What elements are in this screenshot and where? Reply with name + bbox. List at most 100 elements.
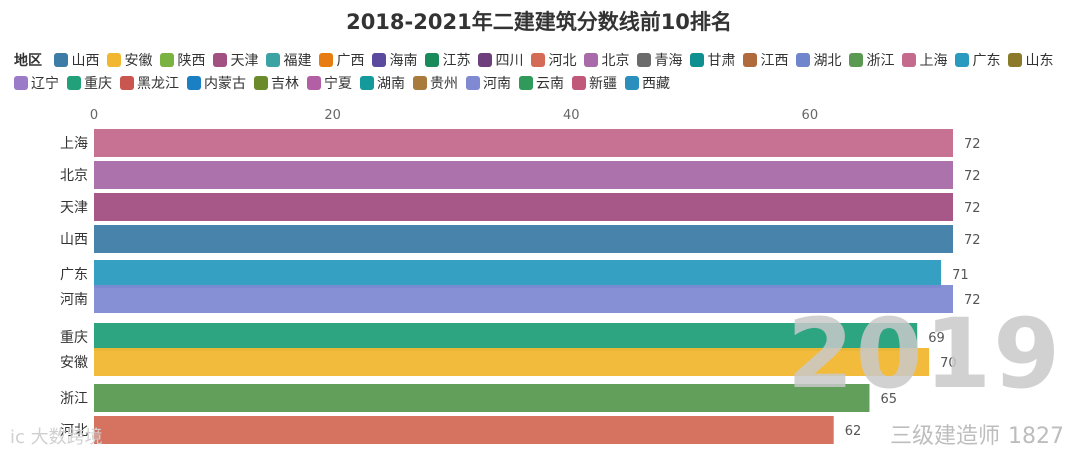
legend-item[interactable]: 黑龙江 bbox=[120, 73, 179, 96]
legend-swatch bbox=[519, 76, 533, 90]
y-category-label: 重庆 bbox=[60, 330, 88, 346]
x-tick-label: 60 bbox=[802, 108, 819, 123]
legend-label: 江西 bbox=[760, 53, 789, 69]
legend-swatch bbox=[213, 53, 228, 67]
legend-label: 上海 bbox=[919, 53, 948, 69]
legend-label: 山西 bbox=[71, 53, 100, 69]
legend-item[interactable]: 吉林 bbox=[254, 73, 299, 96]
legend-swatch bbox=[955, 53, 970, 67]
legend-label: 黑龙江 bbox=[137, 76, 179, 92]
legend-item[interactable]: 河南 bbox=[466, 73, 511, 96]
legend-item[interactable]: 西藏 bbox=[625, 73, 670, 96]
legend-item[interactable]: 内蒙古 bbox=[187, 73, 246, 96]
legend-swatch bbox=[120, 76, 134, 90]
legend-item[interactable]: 江苏 bbox=[425, 50, 470, 73]
legend-swatch bbox=[266, 53, 281, 67]
legend-label: 宁夏 bbox=[324, 76, 352, 92]
legend-label: 河北 bbox=[548, 53, 577, 69]
legend-label: 北京 bbox=[601, 53, 630, 69]
legend-label: 广西 bbox=[336, 53, 365, 69]
legend-item[interactable]: 山西 bbox=[54, 50, 99, 73]
legend-label: 天津 bbox=[230, 53, 259, 69]
legend-item[interactable]: 甘肃 bbox=[690, 50, 735, 73]
bar[interactable] bbox=[94, 416, 834, 444]
legend-swatch bbox=[796, 53, 811, 67]
y-category-label: 河南 bbox=[60, 292, 88, 308]
bar[interactable] bbox=[94, 161, 953, 189]
legend-item[interactable]: 天津 bbox=[213, 50, 258, 73]
legend-item[interactable]: 贵州 bbox=[413, 73, 458, 96]
legend-label: 湖北 bbox=[813, 53, 842, 69]
legend-item[interactable]: 宁夏 bbox=[307, 73, 352, 96]
y-category-label: 河北 bbox=[60, 423, 88, 439]
legend-label: 浙江 bbox=[866, 53, 895, 69]
legend-swatch bbox=[902, 53, 917, 67]
bar-value-label: 72 bbox=[964, 233, 981, 248]
legend-label: 海南 bbox=[389, 53, 418, 69]
legend-swatch bbox=[584, 53, 599, 67]
legend-item[interactable]: 云南 bbox=[519, 73, 564, 96]
legend-item[interactable]: 山东 bbox=[1008, 50, 1053, 73]
y-category-label: 天津 bbox=[60, 200, 88, 216]
legend-item[interactable]: 河北 bbox=[531, 50, 576, 73]
legend-label: 福建 bbox=[283, 53, 312, 69]
legend-label: 广东 bbox=[972, 53, 1001, 69]
legend-label: 四川 bbox=[495, 53, 524, 69]
legend: 地区 山西 安徽 陕西 天津 福建 广西 海南 江苏 四川 河北 北京 青海 甘肃 江西 湖北 浙江 上海 广东 山… bbox=[14, 50, 1072, 96]
legend-swatch bbox=[637, 53, 652, 67]
bar[interactable] bbox=[94, 225, 953, 253]
legend-label: 辽宁 bbox=[31, 76, 59, 92]
legend-item[interactable]: 广东 bbox=[955, 50, 1000, 73]
legend-item[interactable]: 广西 bbox=[319, 50, 364, 73]
legend-swatch bbox=[466, 76, 480, 90]
bar[interactable] bbox=[94, 193, 953, 221]
bar[interactable] bbox=[94, 285, 953, 313]
x-tick-label: 0 bbox=[90, 108, 98, 123]
legend-label: 贵州 bbox=[430, 76, 458, 92]
legend-item[interactable]: 江西 bbox=[743, 50, 788, 73]
legend-swatch bbox=[625, 76, 639, 90]
legend-label: 河南 bbox=[483, 76, 511, 92]
legend-item[interactable]: 安徽 bbox=[107, 50, 152, 73]
bar[interactable] bbox=[94, 384, 870, 412]
year-watermark: 2019 bbox=[786, 298, 1062, 410]
legend-swatch bbox=[14, 76, 28, 90]
caption: 三级建造师 1827 bbox=[890, 418, 1064, 450]
legend-swatch bbox=[372, 53, 387, 67]
source-watermark: ic 大数跨境 bbox=[10, 427, 103, 448]
bar[interactable] bbox=[94, 129, 953, 157]
bar-value-label: 72 bbox=[964, 137, 981, 152]
legend-swatch bbox=[54, 53, 69, 67]
legend-item[interactable]: 新疆 bbox=[572, 73, 617, 96]
legend-item[interactable]: 海南 bbox=[372, 50, 417, 73]
x-tick-label: 20 bbox=[324, 108, 341, 123]
legend-item[interactable]: 湖北 bbox=[796, 50, 841, 73]
legend-item[interactable]: 浙江 bbox=[849, 50, 894, 73]
y-category-label: 上海 bbox=[60, 136, 88, 152]
legend-label: 陕西 bbox=[177, 53, 206, 69]
legend-swatch bbox=[1008, 53, 1023, 67]
legend-item[interactable]: 辽宁 bbox=[14, 73, 59, 96]
legend-item[interactable]: 陕西 bbox=[160, 50, 205, 73]
legend-swatch bbox=[67, 76, 81, 90]
legend-swatch bbox=[690, 53, 705, 67]
legend-label: 吉林 bbox=[271, 76, 299, 92]
legend-label: 新疆 bbox=[589, 76, 617, 92]
bar[interactable] bbox=[94, 348, 930, 376]
bar-value-label: 72 bbox=[964, 293, 981, 308]
legend-swatch bbox=[849, 53, 864, 67]
legend-item[interactable]: 北京 bbox=[584, 50, 629, 73]
legend-label: 云南 bbox=[536, 76, 564, 92]
legend-label: 内蒙古 bbox=[204, 76, 246, 92]
legend-item[interactable]: 青海 bbox=[637, 50, 682, 73]
legend-item[interactable]: 重庆 bbox=[67, 73, 112, 96]
legend-item[interactable]: 福建 bbox=[266, 50, 311, 73]
legend-item[interactable]: 湖南 bbox=[360, 73, 405, 96]
y-category-label: 北京 bbox=[60, 168, 88, 184]
legend-item[interactable]: 四川 bbox=[478, 50, 523, 73]
y-category-label: 广东 bbox=[60, 267, 88, 283]
y-category-label: 浙江 bbox=[60, 391, 88, 407]
bar[interactable] bbox=[94, 260, 942, 288]
bar[interactable] bbox=[94, 323, 918, 351]
legend-item[interactable]: 上海 bbox=[902, 50, 947, 73]
